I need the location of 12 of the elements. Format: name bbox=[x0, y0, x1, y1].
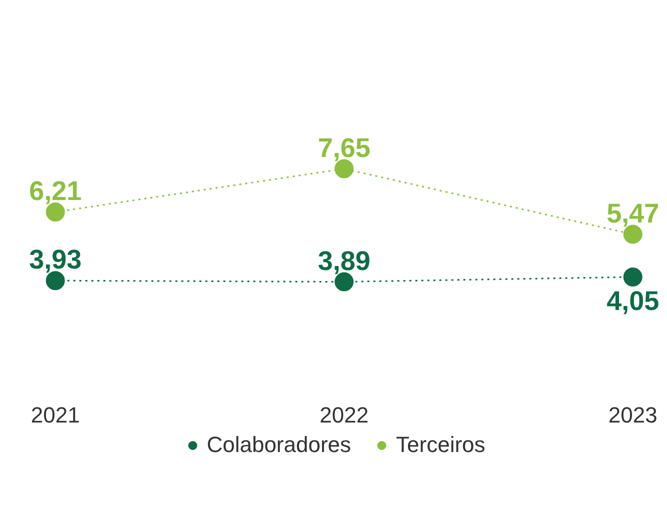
data-label: 6,21 bbox=[29, 176, 82, 206]
x-tick-label: 2022 bbox=[320, 402, 369, 428]
x-tick-label: 2021 bbox=[30, 402, 80, 428]
data-label: 3,89 bbox=[318, 246, 370, 276]
point bbox=[623, 268, 642, 286]
x-tick-label: 2023 bbox=[608, 402, 658, 428]
legend-label: Terceiros bbox=[396, 432, 486, 458]
data-label: 3,93 bbox=[29, 244, 82, 275]
data-label: 5,47 bbox=[606, 198, 660, 228]
data-label: 7,65 bbox=[318, 132, 370, 163]
data-label: 4,05 bbox=[606, 286, 660, 316]
legend-label: Colaboradores bbox=[206, 432, 352, 458]
